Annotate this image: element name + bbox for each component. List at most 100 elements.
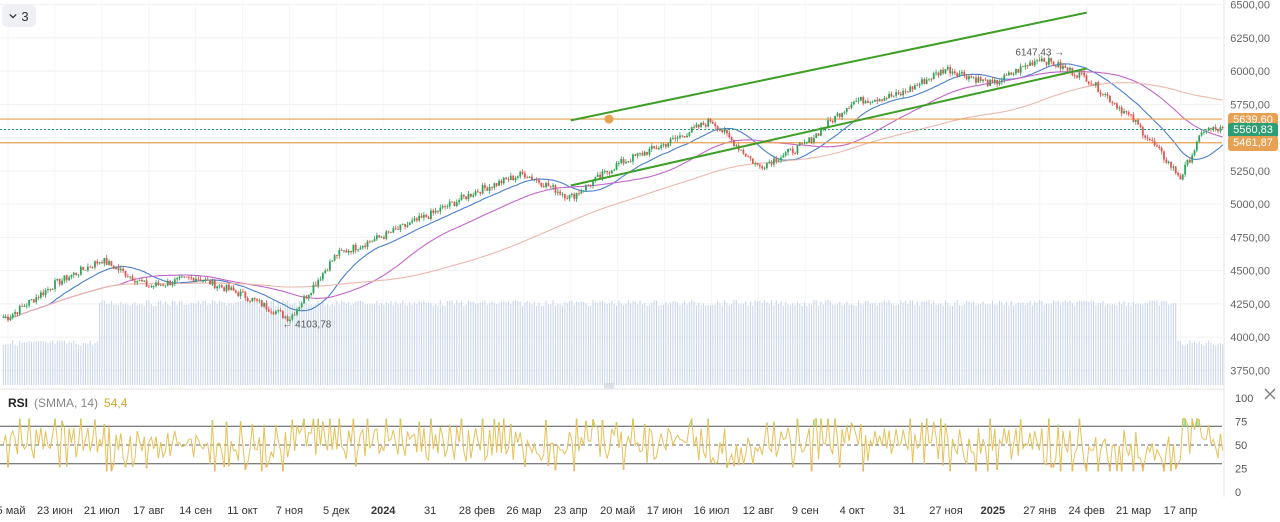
candle-body [829, 120, 832, 121]
candle-body [265, 302, 268, 310]
candle-body [479, 191, 482, 194]
candle-body [500, 180, 503, 184]
collapse-indicators-button[interactable]: 3 [2, 5, 36, 27]
candle-body [1137, 119, 1140, 125]
candle-body [1217, 129, 1219, 132]
candle-body [474, 191, 477, 196]
candle-body [770, 162, 773, 165]
candle-body [742, 149, 745, 154]
candle-body [383, 237, 385, 239]
candle-body [521, 171, 524, 174]
x-tick-label: 17 авг [133, 505, 164, 517]
collapse-count: 3 [21, 8, 29, 24]
candle-body [653, 146, 656, 148]
candle-body [831, 120, 834, 123]
candle-body [728, 133, 731, 138]
candle-body [251, 297, 254, 302]
candle-body [1047, 57, 1050, 65]
candle-body [82, 266, 85, 270]
candle-body [359, 247, 362, 250]
x-tick-label: 27 янв [1023, 505, 1056, 517]
candle-body [136, 280, 139, 283]
trend-channel [570, 11, 1087, 187]
candle-body [253, 297, 256, 300]
candle-body [79, 266, 82, 275]
candle-body [477, 191, 479, 193]
candle-body [1181, 174, 1184, 180]
candle-body [822, 129, 825, 130]
y-tick-label: 3750,00 [1230, 365, 1270, 377]
rsi-tick-label: 50 [1235, 440, 1247, 452]
candle-body [469, 193, 472, 197]
candle-body [336, 255, 338, 256]
candle-body [871, 101, 874, 103]
candle-body [1005, 74, 1008, 76]
x-tick-label: 23 апр [554, 505, 587, 517]
candle-body [1139, 124, 1142, 128]
candle-body [688, 132, 691, 136]
candle-body [7, 316, 9, 321]
candle-body [211, 279, 214, 285]
candle-body [32, 299, 35, 303]
candle-body [949, 67, 952, 74]
candle-body [446, 206, 449, 208]
candle-body [956, 73, 959, 77]
candle-body [1015, 69, 1017, 74]
candle-body [437, 210, 439, 212]
candle-body [439, 207, 442, 212]
x-tick-label: 23 июн [37, 505, 73, 517]
candle-body [549, 186, 552, 188]
candle-body [716, 126, 719, 130]
candle-body [1148, 138, 1151, 141]
candle-body [836, 113, 839, 116]
candle-body [704, 124, 707, 127]
candle-body [930, 78, 933, 80]
candle-body [754, 162, 757, 164]
candle-body [655, 147, 658, 150]
candle-body [338, 250, 341, 256]
candle-body [115, 267, 117, 269]
candle-body [942, 69, 945, 74]
candle-body [190, 277, 193, 279]
candle-body [542, 186, 545, 188]
candle-body [166, 280, 169, 286]
candle-body [401, 224, 404, 225]
candle-body [296, 309, 298, 315]
candle-body [204, 279, 207, 281]
candle-body [1130, 114, 1132, 116]
candle-body [639, 153, 641, 154]
candle-body [498, 180, 500, 186]
candle-body [834, 115, 836, 123]
candle-body [719, 129, 721, 131]
candle-body [1156, 145, 1158, 147]
candle-body [921, 79, 923, 84]
candle-body [378, 235, 381, 238]
candle-body [502, 177, 505, 184]
candle-body [1113, 102, 1116, 104]
x-tick-label: 17 апр [1164, 505, 1197, 517]
candle-body [791, 148, 794, 154]
candle-body [1198, 135, 1201, 142]
candle-body [751, 158, 754, 164]
candle-body [582, 190, 585, 192]
candle-body [321, 273, 324, 280]
candle-body [126, 276, 129, 278]
candle-body [232, 287, 235, 291]
candle-body [18, 305, 21, 314]
y-tick-label: 4750,00 [1230, 232, 1270, 244]
candle-body [1123, 111, 1125, 114]
y-tick-label: 4250,00 [1230, 299, 1270, 311]
candle-body [1040, 58, 1043, 62]
rsi-line [2, 417, 1224, 472]
candle-body [42, 292, 45, 295]
candle-body [289, 319, 291, 322]
candle-body [1085, 75, 1088, 82]
candle-body [1146, 137, 1149, 139]
candle-body [162, 284, 164, 286]
x-tick-label: 20 май [600, 505, 635, 517]
y-tick-label: 4500,00 [1230, 266, 1270, 278]
close-icon[interactable] [1262, 386, 1278, 402]
candle-body [747, 156, 750, 158]
